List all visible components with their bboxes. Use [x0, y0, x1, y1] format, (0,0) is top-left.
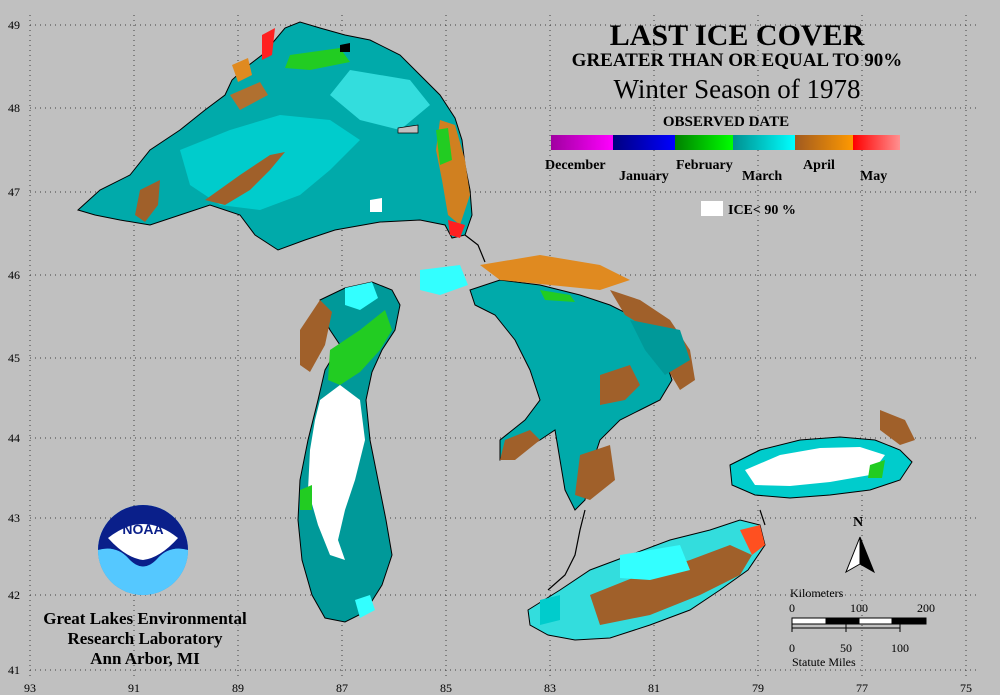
- lat-label: 44: [8, 431, 20, 445]
- credit-line-3: Ann Arbor, MI: [90, 649, 200, 668]
- lat-label: 46: [8, 268, 20, 282]
- legend-swatch-ice: [701, 201, 723, 216]
- map-title: LAST ICE COVER GREATER THAN OR EQUAL TO …: [572, 19, 903, 104]
- lake-huron: [420, 255, 695, 511]
- legend-swatch-may: [853, 135, 900, 150]
- scale-km-tick: 200: [917, 601, 935, 615]
- lon-label: 87: [336, 681, 348, 695]
- longitude-labels: 93 91 89 87 85 83 81 79 77 75: [24, 681, 972, 695]
- scale-mi-tick: 100: [891, 641, 909, 655]
- lake-erie: [527, 519, 766, 641]
- lat-label: 49: [8, 18, 20, 32]
- title-season: Winter Season of 1978: [613, 74, 860, 104]
- credit-line-1: Great Lakes Environmental: [43, 609, 247, 628]
- north-arrow: N: [845, 515, 875, 574]
- legend-swatch-january: [613, 135, 675, 150]
- lat-label: 45: [8, 351, 20, 365]
- legend-swatch-april: [795, 135, 853, 150]
- legend-heading: OBSERVED DATE: [663, 114, 789, 130]
- lat-label: 42: [8, 588, 20, 602]
- legend: OBSERVED DATE December January February …: [545, 114, 900, 218]
- lon-label: 89: [232, 681, 244, 695]
- lon-label: 83: [544, 681, 556, 695]
- legend-label-march: March: [742, 169, 782, 184]
- scale-km-title: Kilometers: [790, 586, 844, 600]
- lat-label: 48: [8, 101, 20, 115]
- legend-label-may: May: [860, 169, 887, 184]
- noaa-logo-text: NOAA: [122, 521, 163, 537]
- lon-label: 81: [648, 681, 660, 695]
- scale-mi-tick: 0: [789, 641, 795, 655]
- scale-bar: Kilometers 0 100 200 0 50 100 Statute Mi…: [789, 586, 935, 669]
- legend-swatch-march: [733, 135, 795, 150]
- legend-label-april: April: [803, 158, 835, 173]
- lon-label: 85: [440, 681, 452, 695]
- lat-label: 43: [8, 511, 20, 525]
- lon-label: 75: [960, 681, 972, 695]
- lon-label: 93: [24, 681, 36, 695]
- connecting-waterways: [464, 234, 766, 591]
- credit-line-2: Research Laboratory: [67, 629, 223, 648]
- lake-superior: [77, 21, 473, 251]
- lon-label: 79: [752, 681, 764, 695]
- legend-swatch-december: [551, 135, 613, 150]
- lake-michigan: [297, 281, 401, 623]
- noaa-logo: NOAA: [98, 505, 188, 595]
- legend-label-ice: ICE< 90 %: [728, 203, 796, 218]
- scale-mi-tick: 50: [840, 641, 852, 655]
- lon-label: 91: [128, 681, 140, 695]
- scale-mi-title: Statute Miles: [792, 655, 856, 669]
- title-line-2: GREATER THAN OR EQUAL TO 90%: [572, 50, 903, 71]
- title-line-1: LAST ICE COVER: [610, 19, 865, 52]
- legend-label-january: January: [619, 169, 669, 184]
- lat-label: 41: [8, 663, 20, 677]
- scale-km-tick: 0: [789, 601, 795, 615]
- legend-label-december: December: [545, 158, 606, 173]
- lake-ontario: [729, 410, 915, 499]
- lon-label: 77: [856, 681, 868, 695]
- legend-label-february: February: [676, 158, 733, 173]
- lat-label: 47: [8, 185, 20, 199]
- north-label: N: [853, 515, 863, 530]
- credit-block: Great Lakes Environmental Research Labor…: [43, 609, 247, 668]
- scale-km-tick: 100: [850, 601, 868, 615]
- latitude-labels: 49 48 47 46 45 44 43 42 41: [8, 18, 20, 677]
- legend-swatch-february: [675, 135, 733, 150]
